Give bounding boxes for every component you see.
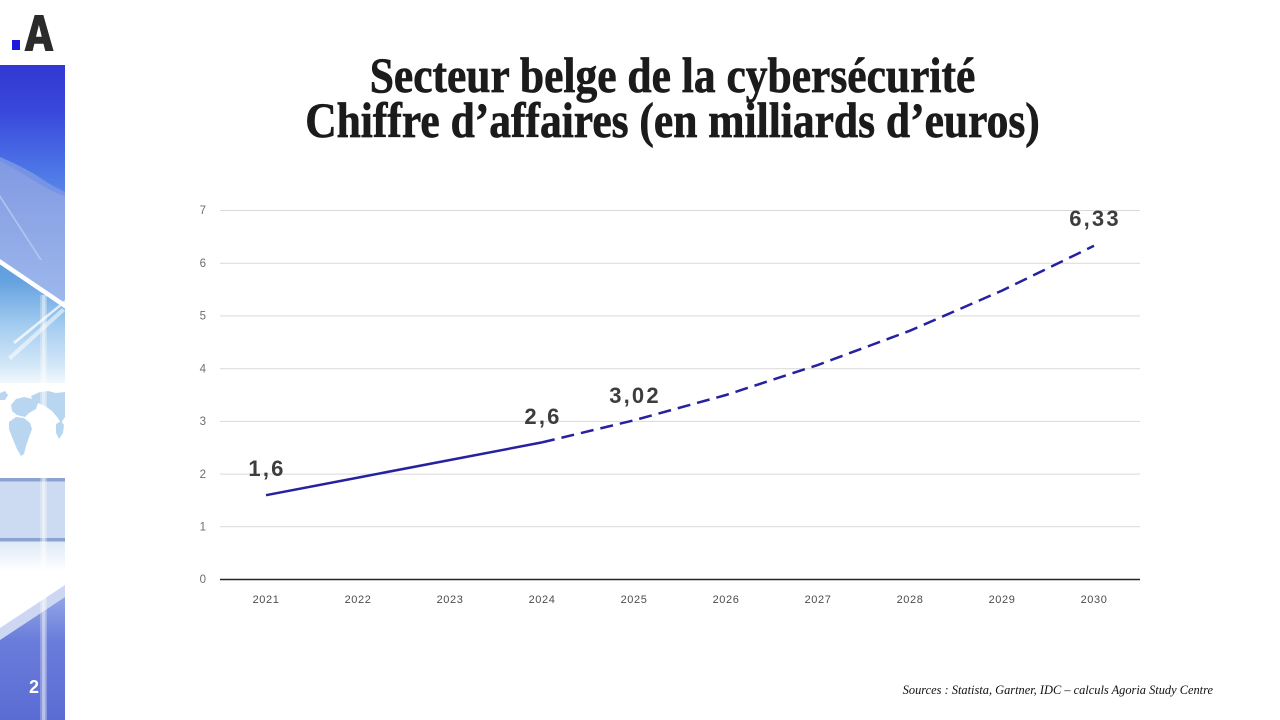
svg-text:1: 1 — [200, 522, 206, 534]
svg-text:2025: 2025 — [621, 594, 648, 606]
svg-text:0: 0 — [200, 574, 206, 586]
svg-text:2026: 2026 — [713, 594, 740, 606]
svg-text:3: 3 — [200, 416, 206, 428]
svg-text:2024: 2024 — [529, 594, 556, 606]
svg-text:2021: 2021 — [253, 594, 280, 606]
svg-text:5: 5 — [200, 311, 206, 323]
svg-text:2022: 2022 — [345, 594, 372, 606]
svg-text:7: 7 — [200, 205, 206, 217]
svg-text:6: 6 — [200, 258, 206, 270]
svg-text:2027: 2027 — [805, 594, 832, 606]
svg-text:4: 4 — [200, 363, 207, 375]
svg-text:6,33: 6,33 — [1069, 206, 1121, 231]
svg-text:2,6: 2,6 — [524, 404, 561, 429]
svg-text:2: 2 — [200, 469, 206, 481]
svg-text:2030: 2030 — [1081, 594, 1108, 606]
svg-text:3,02: 3,02 — [609, 383, 661, 408]
svg-text:2029: 2029 — [989, 594, 1016, 606]
svg-text:2023: 2023 — [437, 594, 464, 606]
svg-text:1,6: 1,6 — [248, 456, 285, 481]
svg-text:2028: 2028 — [897, 594, 924, 606]
